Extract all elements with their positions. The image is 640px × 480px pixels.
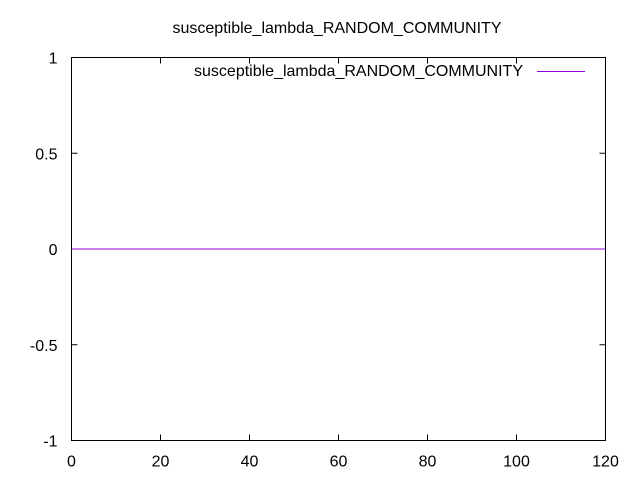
y-tick-label: 0 bbox=[49, 242, 58, 259]
tick-labels: 0 20 40 60 80 100 120 -1 -0.5 0 0.5 1 bbox=[30, 51, 619, 471]
axis-ticks bbox=[71, 57, 606, 441]
x-tick-label: 80 bbox=[419, 454, 437, 471]
x-tick-label: 0 bbox=[67, 454, 76, 471]
legend-label: susceptible_lambda_RANDOM_COMMUNITY bbox=[194, 63, 523, 80]
y-tick-label: -0.5 bbox=[30, 338, 58, 355]
x-tick-label: 120 bbox=[592, 454, 619, 471]
y-tick-label: -1 bbox=[43, 434, 57, 451]
legend: susceptible_lambda_RANDOM_COMMUNITY bbox=[194, 63, 585, 80]
x-tick-label: 60 bbox=[330, 454, 348, 471]
x-tick-label: 40 bbox=[241, 454, 259, 471]
x-tick-label: 20 bbox=[152, 454, 170, 471]
x-tick-label: 100 bbox=[503, 454, 530, 471]
y-tick-label: 1 bbox=[49, 51, 58, 68]
y-tick-label: 0.5 bbox=[35, 146, 57, 163]
chart-title: susceptible_lambda_RANDOM_COMMUNITY bbox=[173, 20, 502, 37]
